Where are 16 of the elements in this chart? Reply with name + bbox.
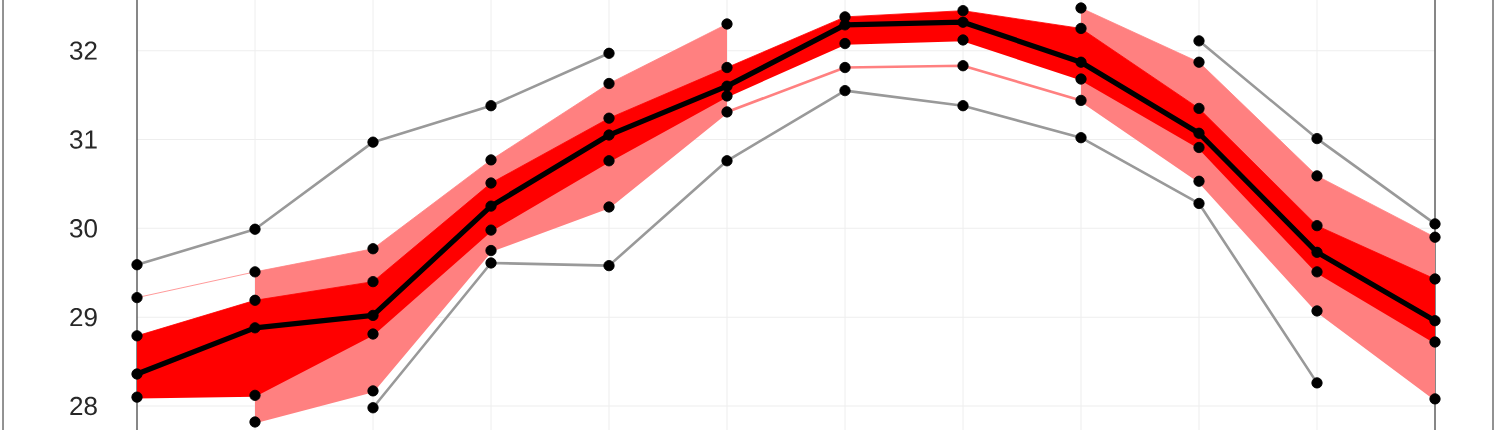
point — [131, 368, 143, 380]
point — [721, 80, 733, 92]
y-tick-label: 31 — [70, 130, 97, 149]
y-tick-label: 29 — [70, 307, 97, 327]
point — [249, 322, 261, 334]
point — [957, 16, 969, 28]
point — [485, 200, 497, 212]
y-tick-label: 30 — [70, 219, 97, 238]
y-tick-label: 28 — [70, 396, 97, 416]
point — [1193, 127, 1205, 139]
y-tick-label: 32 — [70, 41, 97, 60]
point — [1075, 56, 1087, 68]
point — [1429, 315, 1441, 327]
point — [367, 309, 379, 321]
point — [1311, 246, 1323, 258]
point — [603, 129, 615, 141]
